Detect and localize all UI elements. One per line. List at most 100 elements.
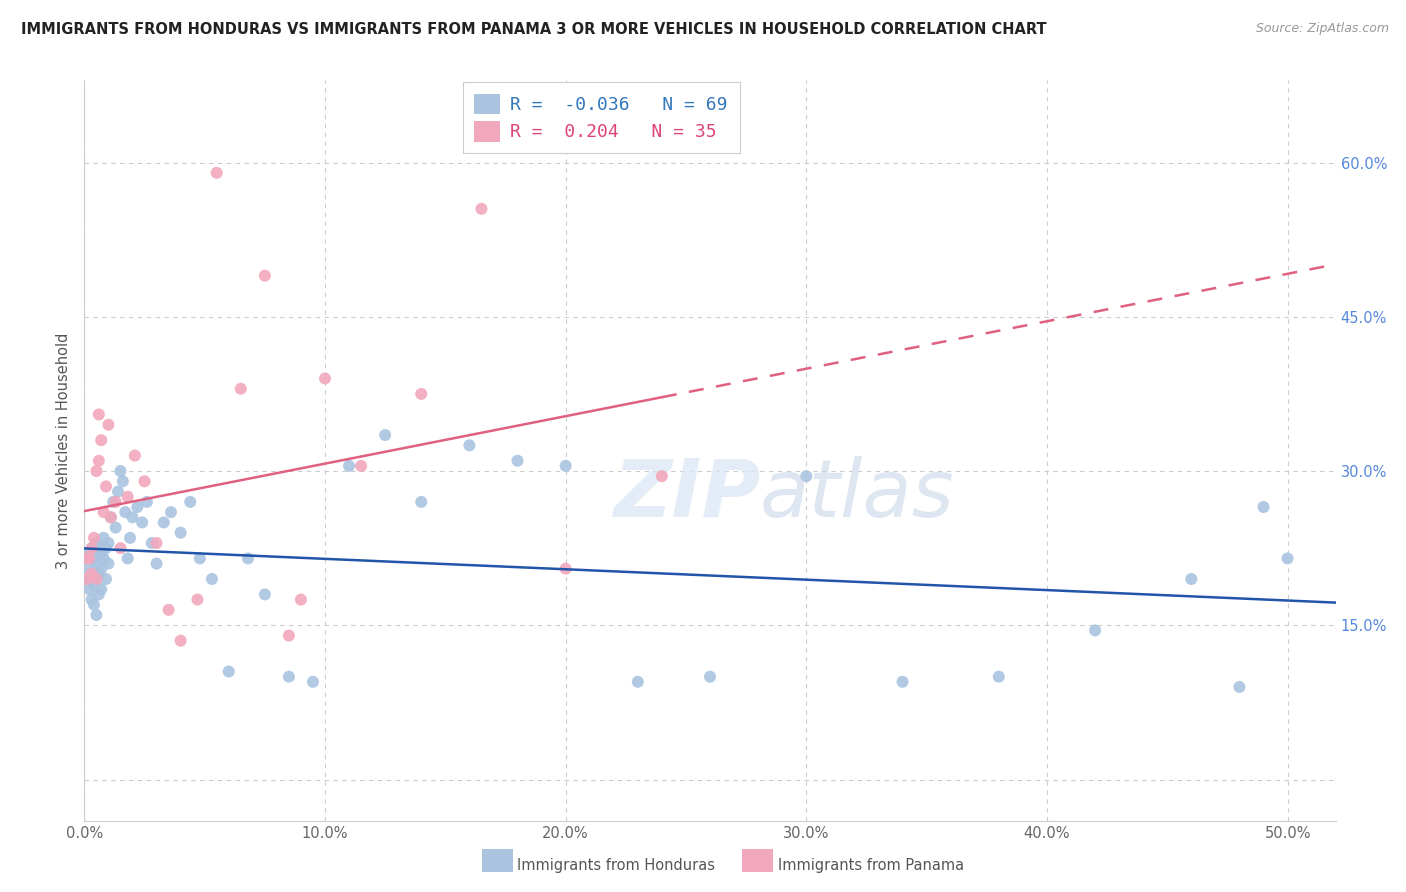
Point	[87, 454, 110, 468]
Point	[83, 551, 105, 566]
Point	[179, 495, 201, 509]
Point	[77, 551, 100, 566]
Point	[86, 557, 108, 571]
Point	[86, 572, 108, 586]
Point	[186, 592, 208, 607]
Point	[97, 417, 120, 432]
Point	[76, 572, 98, 586]
Point	[76, 551, 98, 566]
Point	[100, 510, 122, 524]
Point	[470, 202, 492, 216]
Point	[169, 633, 191, 648]
Point	[188, 551, 211, 566]
Point	[110, 541, 132, 556]
Point	[891, 674, 914, 689]
Point	[104, 495, 127, 509]
Point	[337, 458, 360, 473]
Text: ZIP: ZIP	[613, 456, 761, 534]
Point	[651, 469, 673, 483]
Point	[93, 505, 115, 519]
Point	[127, 500, 149, 514]
Point	[94, 541, 117, 556]
Point	[86, 536, 108, 550]
Point	[76, 572, 98, 586]
Point	[253, 268, 276, 283]
Point	[458, 438, 481, 452]
Point	[135, 495, 157, 509]
Point	[90, 433, 112, 447]
Point	[87, 566, 110, 581]
Point	[554, 562, 576, 576]
Point	[141, 536, 163, 550]
Point	[201, 572, 224, 586]
Point	[290, 592, 312, 607]
Point	[229, 382, 252, 396]
Point	[76, 551, 98, 566]
Text: Immigrants from Panama: Immigrants from Panama	[778, 858, 963, 872]
Point	[350, 458, 373, 473]
Point	[80, 566, 103, 581]
Point	[86, 464, 108, 478]
Point	[87, 541, 110, 556]
Point	[121, 510, 143, 524]
Point	[145, 536, 167, 550]
Point	[506, 454, 529, 468]
Point	[80, 592, 103, 607]
Point	[1277, 551, 1299, 566]
Point	[83, 577, 105, 591]
Text: IMMIGRANTS FROM HONDURAS VS IMMIGRANTS FROM PANAMA 3 OR MORE VEHICLES IN HOUSEHO: IMMIGRANTS FROM HONDURAS VS IMMIGRANTS F…	[21, 22, 1046, 37]
Point	[80, 566, 103, 581]
Text: atlas: atlas	[761, 456, 955, 534]
Point	[169, 525, 191, 540]
Point	[1229, 680, 1251, 694]
Point	[277, 629, 299, 643]
Point	[86, 572, 108, 586]
Point	[411, 495, 433, 509]
Point	[103, 495, 125, 509]
Point	[218, 665, 240, 679]
Text: Source: ZipAtlas.com: Source: ZipAtlas.com	[1256, 22, 1389, 36]
Point	[93, 551, 115, 566]
Point	[107, 484, 129, 499]
Point	[277, 670, 299, 684]
Point	[1253, 500, 1275, 514]
Y-axis label: 3 or more Vehicles in Household: 3 or more Vehicles in Household	[56, 333, 72, 568]
Point	[157, 603, 180, 617]
Point	[987, 670, 1010, 684]
Point	[83, 531, 105, 545]
Point	[110, 464, 132, 478]
Point	[411, 387, 433, 401]
Point	[627, 674, 650, 689]
Point	[77, 562, 100, 576]
Point	[1084, 624, 1107, 638]
Point	[302, 674, 325, 689]
Point	[145, 557, 167, 571]
Point	[94, 572, 117, 586]
Point	[205, 166, 228, 180]
Point	[90, 562, 112, 576]
Point	[253, 587, 276, 601]
Point	[104, 520, 127, 534]
Point	[93, 531, 115, 545]
Point	[94, 479, 117, 493]
Legend: R =  -0.036   N = 69, R =  0.204   N = 35: R = -0.036 N = 69, R = 0.204 N = 35	[463, 82, 740, 153]
Point	[80, 541, 103, 556]
Point	[87, 587, 110, 601]
Point	[554, 458, 576, 473]
Point	[86, 607, 108, 622]
Point	[374, 428, 396, 442]
Point	[97, 557, 120, 571]
Point	[77, 546, 100, 560]
Point	[114, 505, 136, 519]
Point	[80, 541, 103, 556]
Point	[794, 469, 817, 483]
Point	[111, 475, 134, 489]
Point	[314, 371, 336, 385]
Point	[100, 510, 122, 524]
Point	[77, 582, 100, 597]
Point	[97, 536, 120, 550]
Point	[131, 516, 153, 530]
Point	[160, 505, 183, 519]
Point	[124, 449, 146, 463]
Point	[83, 598, 105, 612]
